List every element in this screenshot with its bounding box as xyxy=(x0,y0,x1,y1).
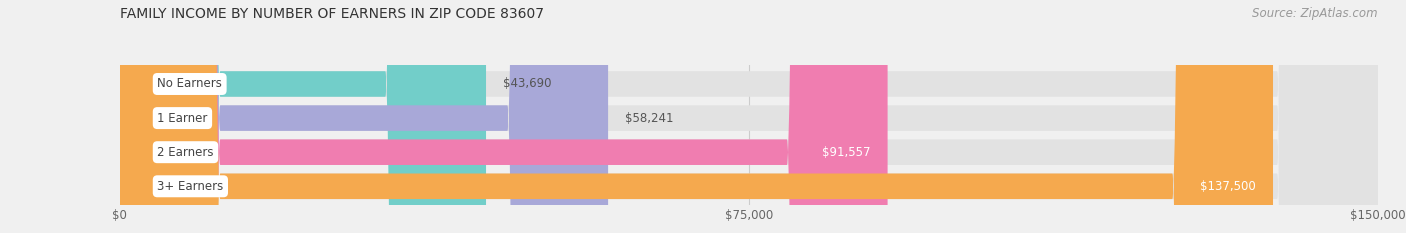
Text: 1 Earner: 1 Earner xyxy=(157,112,208,125)
Text: $58,241: $58,241 xyxy=(624,112,673,125)
Text: 2 Earners: 2 Earners xyxy=(157,146,214,159)
FancyBboxPatch shape xyxy=(120,0,1378,233)
FancyBboxPatch shape xyxy=(120,0,609,233)
FancyBboxPatch shape xyxy=(120,0,887,233)
Text: $91,557: $91,557 xyxy=(823,146,870,159)
FancyBboxPatch shape xyxy=(120,0,1378,233)
Text: $43,690: $43,690 xyxy=(503,78,551,90)
Text: $137,500: $137,500 xyxy=(1201,180,1256,193)
FancyBboxPatch shape xyxy=(120,0,486,233)
Text: FAMILY INCOME BY NUMBER OF EARNERS IN ZIP CODE 83607: FAMILY INCOME BY NUMBER OF EARNERS IN ZI… xyxy=(120,7,544,21)
FancyBboxPatch shape xyxy=(120,0,1272,233)
FancyBboxPatch shape xyxy=(120,0,1378,233)
Text: No Earners: No Earners xyxy=(157,78,222,90)
Text: Source: ZipAtlas.com: Source: ZipAtlas.com xyxy=(1253,7,1378,20)
Text: 3+ Earners: 3+ Earners xyxy=(157,180,224,193)
FancyBboxPatch shape xyxy=(120,0,1378,233)
